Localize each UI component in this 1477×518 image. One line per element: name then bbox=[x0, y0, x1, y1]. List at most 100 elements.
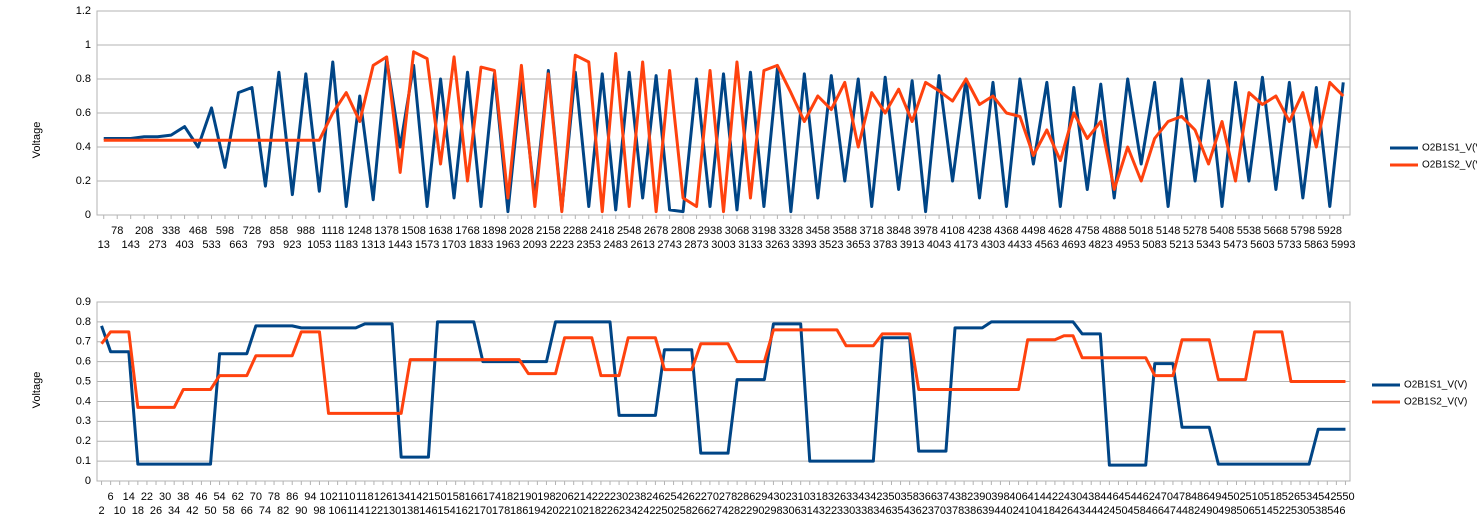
x-tick-label: 274 bbox=[710, 505, 728, 517]
x-tick-label: 4498 bbox=[1021, 225, 1045, 237]
x-tick-label: 522 bbox=[1273, 505, 1291, 517]
x-tick-label: 273 bbox=[148, 239, 166, 251]
x-tick-label: 234 bbox=[619, 505, 637, 517]
x-tick-label: 2158 bbox=[536, 225, 560, 237]
x-tick-label: 138 bbox=[401, 505, 419, 517]
x-tick-label: 728 bbox=[243, 225, 261, 237]
x-tick-label: 446 bbox=[1100, 491, 1118, 503]
x-tick-label: 298 bbox=[764, 505, 782, 517]
x-tick-label: 13 bbox=[98, 239, 110, 251]
legend-label: O2B1S1_V(V) bbox=[1404, 380, 1467, 391]
x-tick-label: 30 bbox=[159, 491, 171, 503]
x-tick-label: 143 bbox=[122, 239, 140, 251]
x-tick-label: 1703 bbox=[442, 239, 466, 251]
x-tick-label: 294 bbox=[755, 491, 773, 503]
x-tick-label: 793 bbox=[256, 239, 274, 251]
legend-label: O2B1S2_V(V) bbox=[1422, 160, 1477, 171]
x-tick-label: 542 bbox=[1318, 491, 1336, 503]
x-tick-label: 4433 bbox=[1008, 239, 1032, 251]
x-tick-label: 3458 bbox=[806, 225, 830, 237]
x-tick-label: 1248 bbox=[347, 225, 371, 237]
x-tick-label: 3198 bbox=[752, 225, 776, 237]
x-tick-label: 134 bbox=[392, 491, 410, 503]
x-tick-label: 154 bbox=[437, 505, 455, 517]
x-tick-label: 458 bbox=[1127, 505, 1145, 517]
y-tick-label: 0 bbox=[85, 209, 91, 221]
x-tick-label: 3523 bbox=[819, 239, 843, 251]
y-tick-label: 0.4 bbox=[76, 141, 91, 153]
series-line bbox=[100, 320, 1346, 467]
x-tick-label: 314 bbox=[801, 505, 819, 517]
y-tick-label: 0.5 bbox=[76, 375, 91, 387]
x-tick-label: 3328 bbox=[779, 225, 803, 237]
y-tick-label: 0.3 bbox=[76, 415, 91, 427]
x-tick-label: 988 bbox=[297, 225, 315, 237]
x-tick-label: 5668 bbox=[1264, 225, 1288, 237]
x-tick-label: 394 bbox=[982, 505, 1000, 517]
x-tick-label: 1638 bbox=[428, 225, 452, 237]
x-tick-label: 4953 bbox=[1115, 239, 1139, 251]
x-tick-label: 5538 bbox=[1237, 225, 1261, 237]
x-tick-label: 218 bbox=[583, 505, 601, 517]
x-tick-label: 330 bbox=[837, 505, 855, 517]
x-tick-label: 6 bbox=[108, 491, 114, 503]
x-tick-label: 2028 bbox=[509, 225, 533, 237]
x-tick-label: 2678 bbox=[644, 225, 668, 237]
x-tick-label: 170 bbox=[474, 505, 492, 517]
x-tick-label: 58 bbox=[223, 505, 235, 517]
x-tick-label: 78 bbox=[268, 491, 280, 503]
x-tick-label: 2353 bbox=[577, 239, 601, 251]
y-tick-label: 0.8 bbox=[76, 316, 91, 328]
x-tick-label: 434 bbox=[1073, 505, 1091, 517]
x-tick-label: 2613 bbox=[630, 239, 654, 251]
x-tick-label: 98 bbox=[313, 505, 325, 517]
x-tick-label: 70 bbox=[250, 491, 262, 503]
series-line bbox=[103, 57, 1345, 214]
x-tick-label: 290 bbox=[746, 505, 764, 517]
y-tick-label: 0.2 bbox=[76, 435, 91, 447]
legend-label: O2B1S1_V(V) bbox=[1422, 143, 1477, 154]
y-tick-label: 0.2 bbox=[76, 175, 91, 187]
x-tick-label: 410 bbox=[1018, 505, 1036, 517]
x-tick-label: 3393 bbox=[792, 239, 816, 251]
x-tick-label: 50 bbox=[204, 505, 216, 517]
y-tick-label: 0 bbox=[85, 475, 91, 487]
x-tick-label: 2223 bbox=[550, 239, 574, 251]
x-tick-label: 358 bbox=[900, 491, 918, 503]
x-tick-label: 186 bbox=[510, 505, 528, 517]
x-tick-label: 146 bbox=[419, 505, 437, 517]
x-tick-label: 490 bbox=[1200, 505, 1218, 517]
x-tick-label: 174 bbox=[483, 491, 501, 503]
x-tick-label: 478 bbox=[1173, 491, 1191, 503]
x-tick-label: 1963 bbox=[496, 239, 520, 251]
x-tick-label: 5018 bbox=[1129, 225, 1153, 237]
x-tick-label: 310 bbox=[791, 491, 809, 503]
x-tick-label: 462 bbox=[1137, 491, 1155, 503]
x-tick-label: 502 bbox=[1227, 491, 1245, 503]
x-tick-label: 318 bbox=[810, 491, 828, 503]
y-tick-label: 1.2 bbox=[76, 5, 91, 17]
x-tick-label: 506 bbox=[1236, 505, 1254, 517]
y-tick-label: 0.7 bbox=[76, 336, 91, 348]
x-tick-label: 270 bbox=[701, 491, 719, 503]
x-tick-label: 5278 bbox=[1183, 225, 1207, 237]
x-tick-label: 438 bbox=[1082, 491, 1100, 503]
x-tick-label: 18 bbox=[132, 505, 144, 517]
x-tick-label: 246 bbox=[646, 491, 664, 503]
x-tick-label: 378 bbox=[946, 505, 964, 517]
x-tick-label: 166 bbox=[465, 491, 483, 503]
x-tick-label: 418 bbox=[1037, 505, 1055, 517]
x-tick-label: 158 bbox=[446, 491, 464, 503]
x-tick-label: 46 bbox=[195, 491, 207, 503]
x-tick-label: 282 bbox=[728, 505, 746, 517]
x-tick-label: 482 bbox=[1182, 505, 1200, 517]
x-tick-label: 5993 bbox=[1331, 239, 1355, 251]
x-tick-label: 266 bbox=[692, 505, 710, 517]
x-tick-label: 3848 bbox=[886, 225, 910, 237]
x-tick-label: 5083 bbox=[1142, 239, 1166, 251]
x-tick-label: 474 bbox=[1164, 505, 1182, 517]
x-tick-label: 10 bbox=[114, 505, 126, 517]
x-tick-label: 3003 bbox=[711, 239, 735, 251]
x-tick-label: 486 bbox=[1191, 491, 1209, 503]
